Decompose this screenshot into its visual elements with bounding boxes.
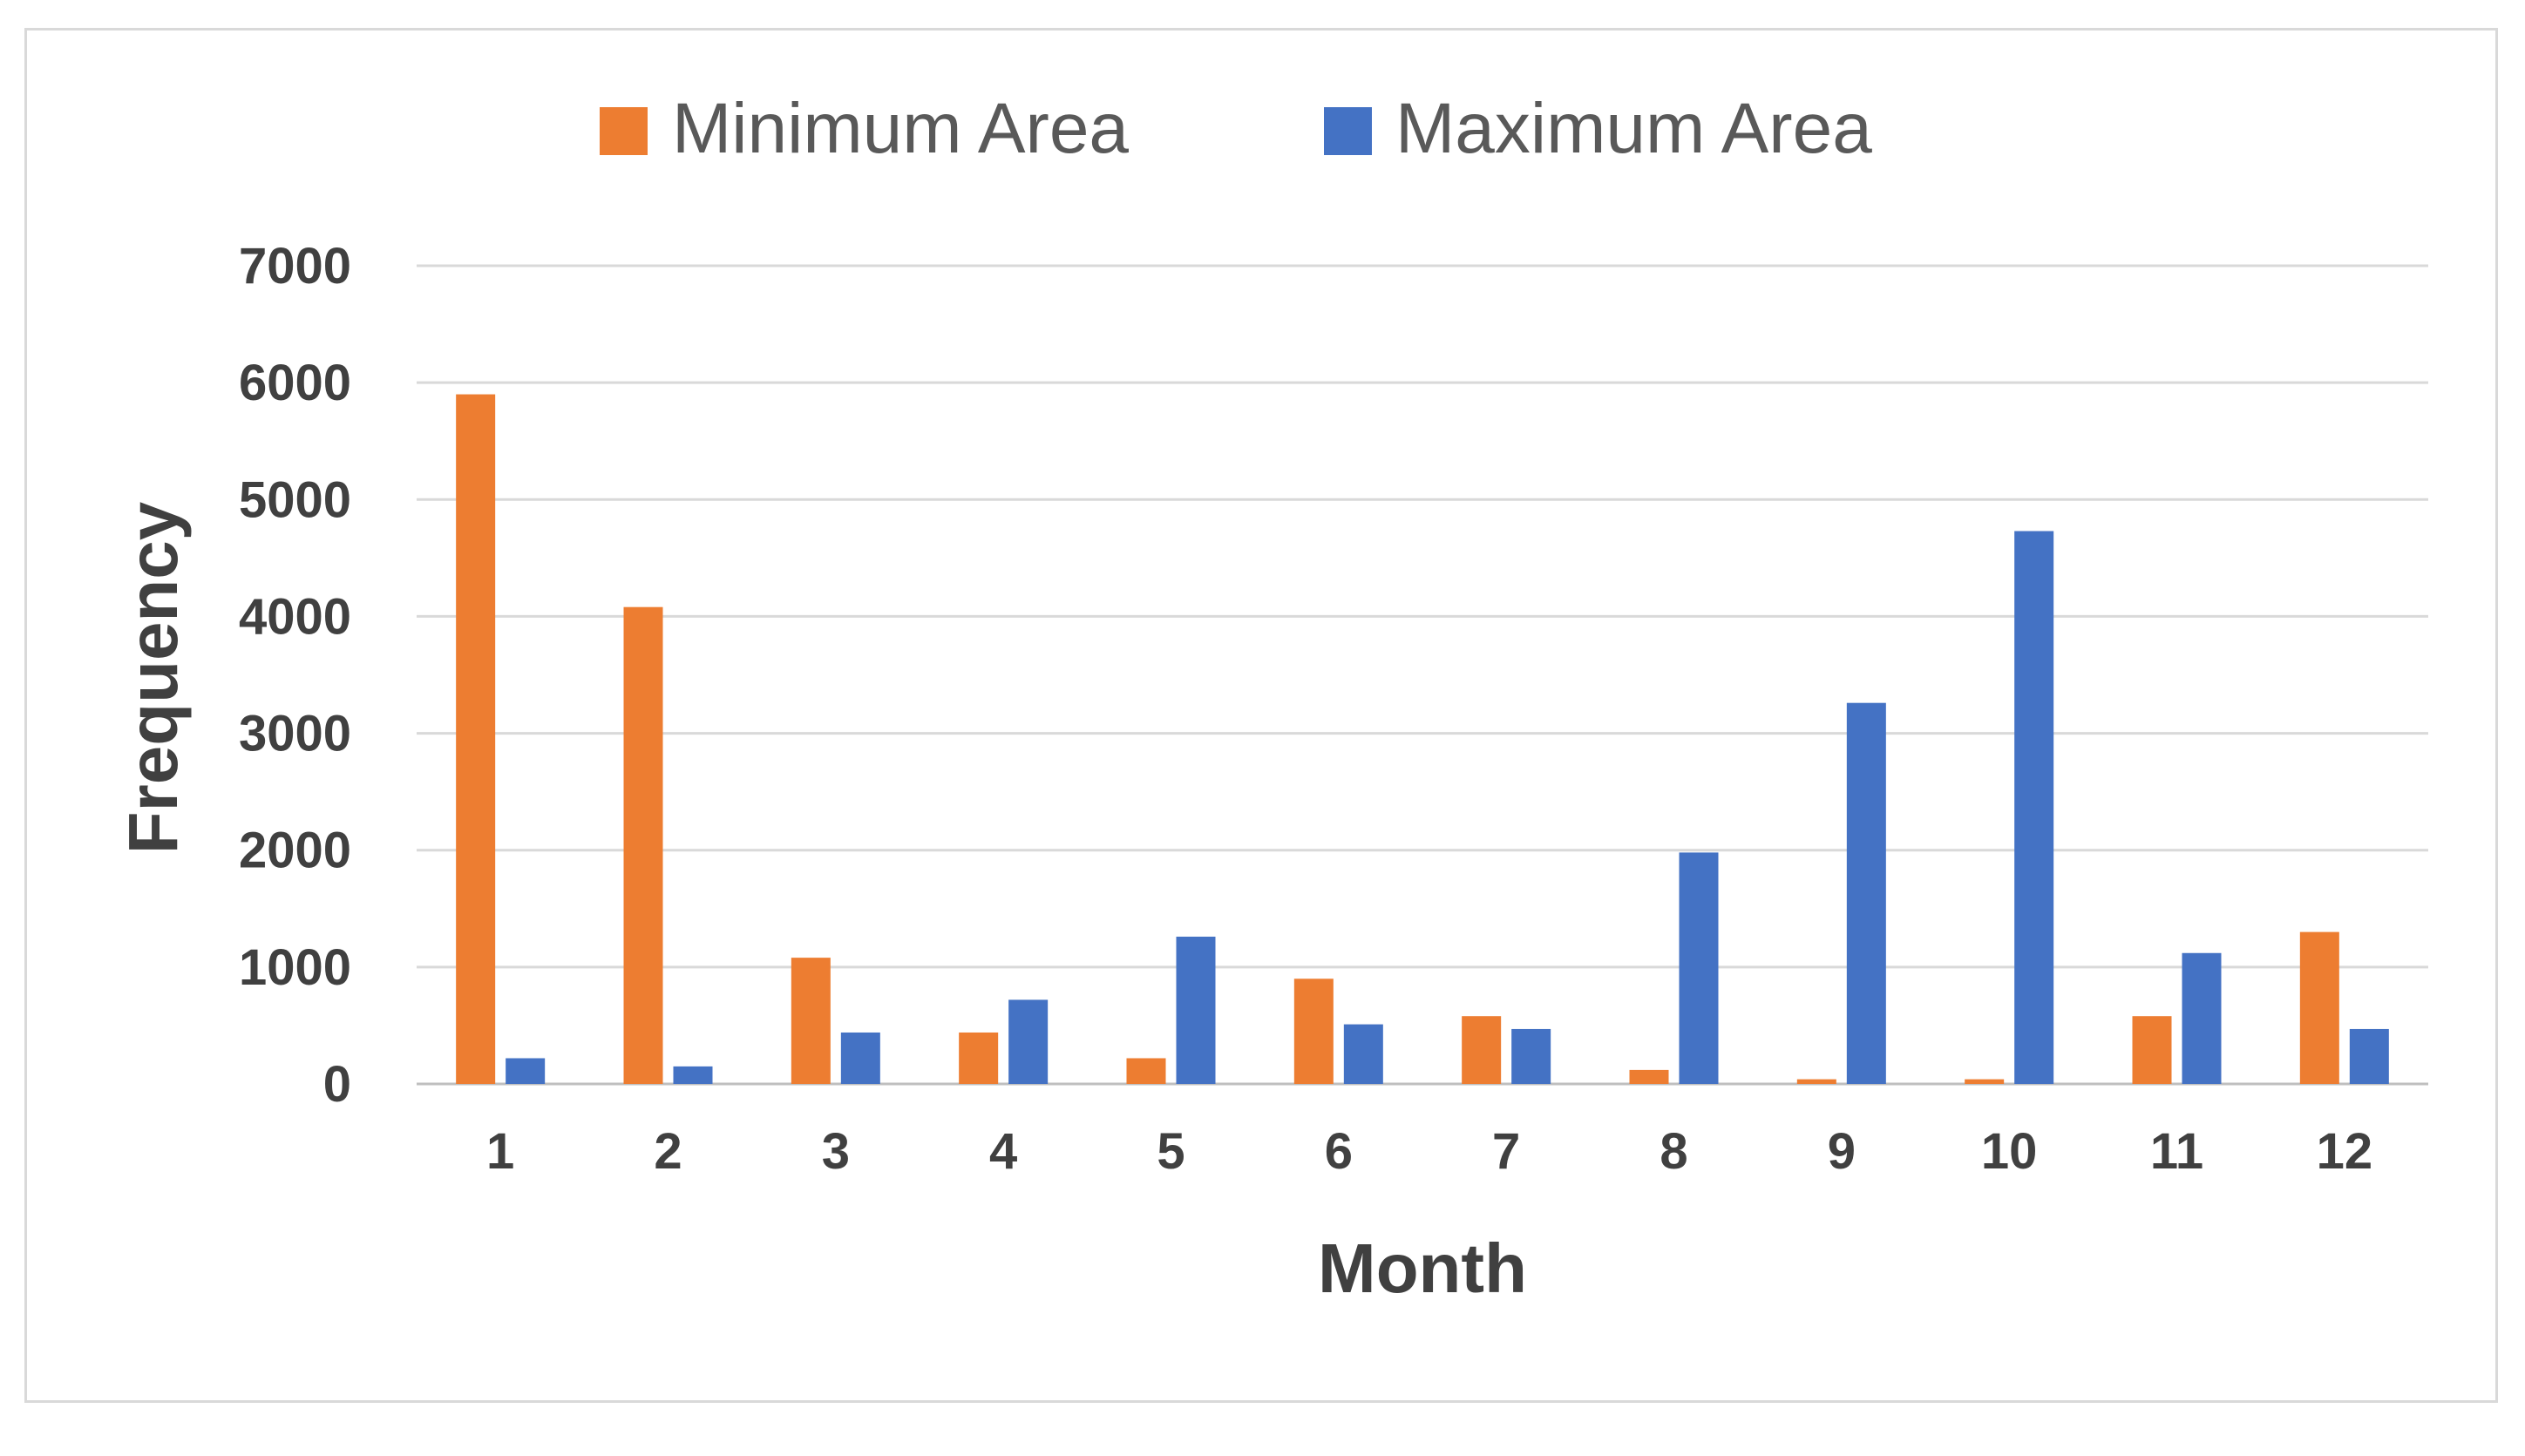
- bars: [456, 394, 2389, 1084]
- x-tick-label: 12: [2317, 1123, 2373, 1180]
- bar-maximum-month-4: [1008, 999, 1049, 1084]
- bar-maximum-month-11: [2182, 952, 2222, 1084]
- bar-maximum-month-2: [673, 1066, 713, 1084]
- bar-minimum-month-3: [791, 958, 831, 1084]
- bar-maximum-month-1: [506, 1058, 546, 1084]
- x-tick-label: 7: [1492, 1123, 1520, 1180]
- x-tick-label: 9: [1828, 1123, 1856, 1180]
- bar-minimum-month-11: [2132, 1016, 2172, 1084]
- bar-minimum-month-8: [1629, 1069, 1669, 1084]
- bar-minimum-month-2: [623, 606, 663, 1084]
- bar-maximum-month-5: [1176, 936, 1216, 1084]
- y-tick-label: 2000: [239, 823, 351, 879]
- y-axis-title: Frequency: [114, 501, 192, 854]
- y-tick-label: 3000: [239, 706, 351, 762]
- bar-chart: Minimum Area Maximum Area 010002000300040…: [114, 89, 2428, 1307]
- y-tick-label: 7000: [239, 238, 351, 295]
- bar-minimum-month-1: [456, 394, 496, 1084]
- bar-maximum-month-6: [1343, 1024, 1383, 1084]
- x-tick-label: 6: [1325, 1123, 1353, 1180]
- x-tick-label: 2: [654, 1123, 682, 1180]
- bar-maximum-month-7: [1511, 1028, 1551, 1084]
- legend-label-2: Maximum Area: [1395, 89, 1872, 168]
- bar-minimum-month-10: [1965, 1079, 2005, 1084]
- bar-maximum-month-8: [1679, 852, 1719, 1084]
- bar-minimum-month-6: [1293, 979, 1334, 1084]
- bar-minimum-month-7: [1462, 1016, 1502, 1084]
- bar-minimum-month-9: [1796, 1079, 1836, 1084]
- y-tick-label: 0: [323, 1056, 351, 1113]
- bar-minimum-month-5: [1126, 1058, 1166, 1084]
- x-tick-label: 5: [1157, 1123, 1184, 1180]
- x-tick-label: 1: [486, 1123, 514, 1180]
- legend: Minimum Area Maximum Area: [600, 89, 1872, 168]
- x-tick-label: 8: [1660, 1123, 1687, 1180]
- y-tick-label: 6000: [239, 355, 351, 411]
- x-tick-label: 11: [2150, 1123, 2203, 1180]
- legend-swatch-2: [1324, 107, 1372, 155]
- x-axis-title: Month: [1318, 1229, 1527, 1307]
- x-tick-label: 10: [1981, 1123, 2038, 1180]
- chart-frame: Minimum Area Maximum Area 0 1000 2000 3000 40…: [24, 28, 2498, 1403]
- y-tick-label: 5000: [239, 471, 351, 528]
- legend-swatch-1: [600, 107, 648, 155]
- bar-minimum-month-12: [2299, 931, 2339, 1084]
- y-tick-label: 1000: [239, 939, 351, 996]
- bar-minimum-month-4: [959, 1032, 999, 1084]
- gridlines: [417, 264, 2428, 1086]
- y-tick-label: 4000: [239, 588, 351, 645]
- bar-maximum-month-3: [840, 1032, 880, 1084]
- x-axis-ticks: 1 2 3 4 5 6 7 8 9 10 11 12: [486, 1123, 2372, 1180]
- bar-maximum-month-12: [2349, 1028, 2389, 1084]
- bar-maximum-month-10: [2014, 531, 2054, 1084]
- x-tick-label: 4: [989, 1123, 1017, 1180]
- x-tick-label: 3: [822, 1123, 850, 1180]
- y-axis-ticks: 0 1000 2000 3000 4000 5000 6000 7000: [239, 238, 351, 1113]
- legend-label-1: Minimum Area: [672, 89, 1129, 168]
- bar-maximum-month-9: [1846, 702, 1886, 1084]
